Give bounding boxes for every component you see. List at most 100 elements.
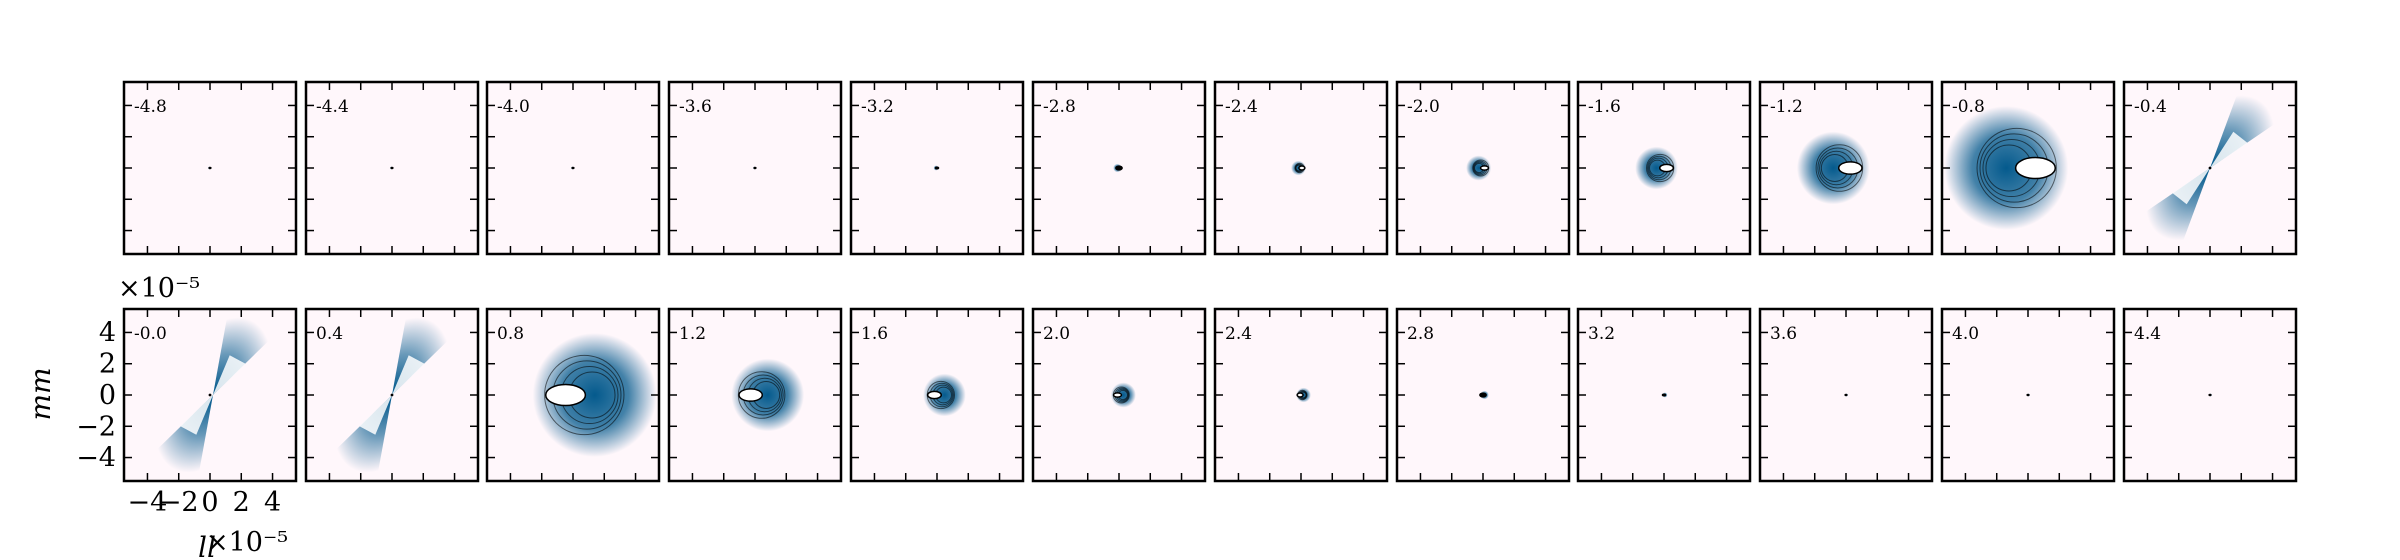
panel-label: 2.8	[1407, 324, 1434, 344]
compact-source	[1844, 393, 1848, 397]
panel-ticks	[487, 309, 659, 481]
panel-ticks	[1397, 82, 1569, 254]
panel-image	[333, 314, 451, 476]
panel: -4.8	[122, 80, 298, 256]
panel-ticks	[1578, 82, 1750, 254]
panel-label: 2.4	[1225, 324, 1252, 344]
panel-image	[1479, 390, 1489, 400]
y-tick-label: 4	[99, 317, 116, 348]
contour-line	[1976, 127, 2057, 209]
panel: -4.0	[485, 80, 661, 256]
shadow-region	[1298, 165, 1306, 171]
x-tick-label: −2	[159, 487, 199, 518]
lobe	[154, 395, 213, 476]
emission-disk	[1466, 155, 1492, 181]
panel-ticks	[851, 82, 1023, 254]
emission-disk	[1796, 131, 1870, 205]
panel-ticks	[124, 309, 296, 481]
panel-label: 1.2	[679, 324, 706, 344]
panel: 3.6	[1758, 307, 1934, 483]
panel: 2.0	[1031, 307, 1207, 483]
panel: -0.8	[1940, 80, 2116, 256]
panel: 4.4	[2122, 307, 2298, 483]
panel-ticks	[306, 82, 478, 254]
panel-label: -2.4	[1225, 97, 1258, 117]
panel-label: -0.4	[2134, 97, 2167, 117]
panel-label: 4.0	[1952, 324, 1979, 344]
panel-label: -3.2	[861, 97, 894, 117]
panel-ticks	[487, 82, 659, 254]
panel: 2.8	[1395, 307, 1571, 483]
panel-label: 1.6	[861, 324, 888, 344]
center-point	[2208, 166, 2212, 170]
shadow-region	[2014, 156, 2057, 180]
y-tick-label: −4	[76, 443, 116, 474]
panel: -4.4	[304, 80, 480, 256]
emission-disk	[1110, 382, 1136, 408]
panel: 1.6	[849, 307, 1025, 483]
panel: 2.4	[1213, 307, 1389, 483]
panel-label: 0.8	[497, 324, 524, 344]
lobe	[333, 395, 392, 476]
compact-source	[390, 166, 394, 170]
lobe	[213, 314, 272, 395]
panel-ticks	[1578, 309, 1750, 481]
panel: 3.2	[1576, 307, 1752, 483]
panel-image	[1291, 160, 1306, 176]
panel-image	[1635, 146, 1678, 190]
panel-ticks	[2124, 309, 2296, 481]
lobe	[2210, 91, 2278, 168]
panel-image	[207, 166, 212, 170]
panel-ticks	[1033, 82, 1205, 254]
compact-source	[753, 166, 757, 170]
panel-ticks	[1760, 309, 1932, 481]
panel: -1.2	[1758, 80, 1934, 256]
shadow-region	[1479, 165, 1490, 171]
panel-ticks	[1215, 309, 1387, 481]
panel: -2.8	[1031, 80, 1207, 256]
y-offset-label: ×10⁻⁵	[118, 273, 200, 304]
x-offset-label: ×10⁻⁵	[206, 527, 288, 558]
panel: -1.6	[1576, 80, 1752, 256]
panel-ticks	[1033, 309, 1205, 481]
lobe	[392, 314, 451, 395]
panel-ticks	[1215, 82, 1387, 254]
panel-image	[154, 314, 272, 476]
panel-label: -2.0	[1407, 97, 1440, 117]
panel: 1.2	[667, 307, 843, 483]
panel-ticks	[306, 309, 478, 481]
panel: -2.0	[1395, 80, 1571, 256]
emission-disk	[532, 333, 657, 457]
compact-source	[2026, 393, 2030, 397]
panel-image	[1113, 163, 1123, 173]
shadow-region	[1837, 161, 1863, 175]
compact-source	[571, 166, 575, 170]
x-axis-label: ll	[198, 531, 216, 560]
shadow-region	[1112, 392, 1123, 398]
panel-ticks	[1942, 309, 2114, 481]
y-tick-label: −2	[76, 411, 116, 442]
panel-label: -0.8	[1952, 97, 1985, 117]
panel-ticks	[669, 82, 841, 254]
center-point	[208, 393, 212, 397]
panel-label: 0.4	[316, 324, 343, 344]
panel-image	[933, 165, 940, 171]
y-axis-label: mm	[24, 367, 57, 420]
panel-label: 2.0	[1043, 324, 1070, 344]
panel-label: -4.8	[134, 97, 167, 117]
panel-label: -2.8	[1043, 97, 1076, 117]
panel: -0.4	[2122, 80, 2298, 256]
shadow-region	[544, 383, 587, 407]
panel-image	[731, 358, 805, 432]
axes-labels: ×10⁻⁵ mm ll ×10⁻⁵	[24, 273, 288, 560]
panel: -2.4	[1213, 80, 1389, 256]
compact-source	[1661, 393, 1667, 397]
panel-label: -4.4	[316, 97, 349, 117]
shadow-region	[1296, 392, 1304, 398]
panel: -3.6	[667, 80, 843, 256]
panel-label: -1.2	[1770, 97, 1803, 117]
emission-disk	[923, 373, 966, 417]
panel-image	[1661, 392, 1668, 398]
panel-label: 3.6	[1770, 324, 1797, 344]
